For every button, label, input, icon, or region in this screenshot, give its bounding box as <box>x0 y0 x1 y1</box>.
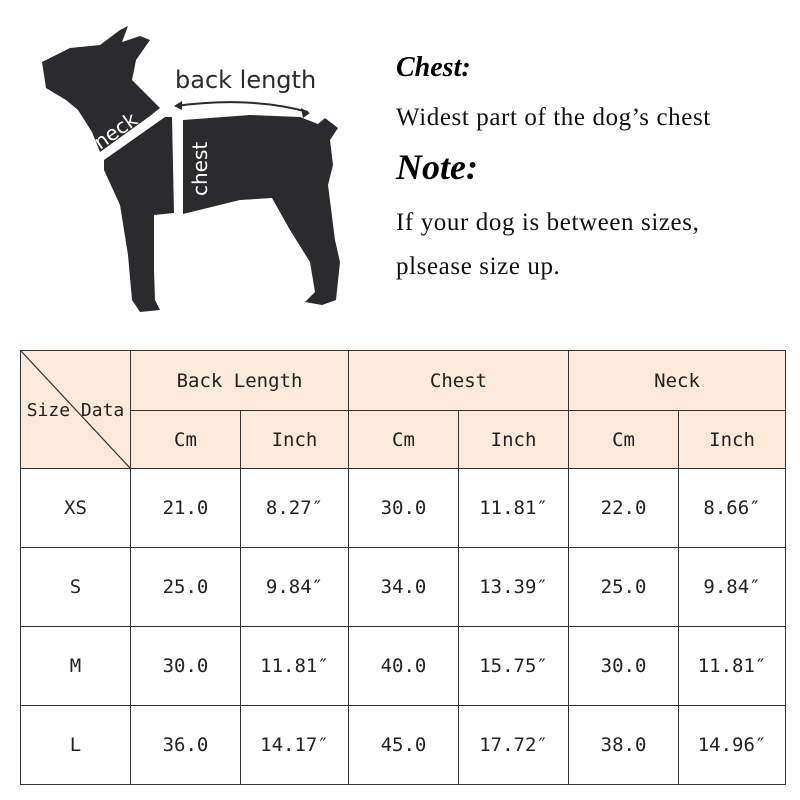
header-back-length: Back Length <box>130 350 349 411</box>
value-cell: 21.0 <box>130 468 241 548</box>
unit-header: Cm <box>130 410 241 469</box>
value-cell: 36.0 <box>130 705 241 785</box>
value-cell: 34.0 <box>348 547 459 627</box>
size-cell: L <box>20 705 131 785</box>
size-chart-table: Size Data Back Length Chest Neck Cm Inch… <box>20 350 787 785</box>
back-length-label: back length <box>175 66 316 94</box>
value-cell: 14.96″ <box>678 705 787 785</box>
value-cell: 45.0 <box>348 705 459 785</box>
value-cell: 11.81″ <box>678 626 787 706</box>
dog-front-body <box>104 117 174 312</box>
header-neck: Neck <box>568 350 787 411</box>
value-cell: 17.72″ <box>457 705 570 785</box>
value-cell: 22.0 <box>568 468 680 548</box>
unit-header: Cm <box>348 410 459 469</box>
value-cell: 30.0 <box>130 626 241 706</box>
unit-header: Inch <box>678 410 787 469</box>
dog-rear-body <box>183 115 340 305</box>
size-cell: S <box>20 547 131 627</box>
size-cell: XS <box>20 468 131 548</box>
value-cell: 14.17″ <box>240 705 349 785</box>
unit-header: Inch <box>240 410 349 469</box>
value-cell: 25.0 <box>130 547 241 627</box>
value-cell: 9.84″ <box>678 547 787 627</box>
value-cell: 30.0 <box>348 468 459 548</box>
chest-description: Widest part of the dog’s chest <box>396 104 711 131</box>
header-chest: Chest <box>347 350 570 411</box>
size-cell: M <box>20 626 131 706</box>
value-cell: 8.66″ <box>678 468 787 548</box>
value-cell: 30.0 <box>568 626 680 706</box>
value-cell: 13.39″ <box>457 547 570 627</box>
table-row: L 36.0 14.17″ 45.0 17.72″ 38.0 14.96″ <box>20 705 787 785</box>
table-row: XS 21.0 8.27″ 30.0 11.81″ 22.0 8.66″ <box>20 468 787 548</box>
value-cell: 11.81″ <box>457 468 570 548</box>
dog-measurement-diagram: back length neck chest <box>42 26 340 312</box>
table-row: S 25.0 9.84″ 34.0 13.39″ 25.0 9.84″ <box>20 547 787 627</box>
unit-header: Inch <box>457 410 570 469</box>
note-heading: Note: <box>396 147 478 187</box>
dog-head-neck <box>42 26 160 152</box>
value-cell: 38.0 <box>568 705 680 785</box>
value-cell: 25.0 <box>568 547 680 627</box>
chest-label: chest <box>188 142 212 196</box>
value-cell: 15.75″ <box>457 626 570 706</box>
value-cell: 40.0 <box>348 626 459 706</box>
value-cell: 8.27″ <box>240 468 349 548</box>
chest-heading: Chest: <box>396 52 471 83</box>
unit-header: Cm <box>568 410 680 469</box>
note-line-2: plsease size up. <box>396 253 561 280</box>
table-row: M 30.0 11.81″ 40.0 15.75″ 30.0 11.81″ <box>20 626 787 706</box>
value-cell: 11.81″ <box>240 626 349 706</box>
note-line-1: If your dog is between sizes, <box>396 209 700 236</box>
size-data-corner: Size Data <box>20 350 131 469</box>
back-length-arrow-icon <box>175 101 309 113</box>
value-cell: 9.84″ <box>240 547 349 627</box>
